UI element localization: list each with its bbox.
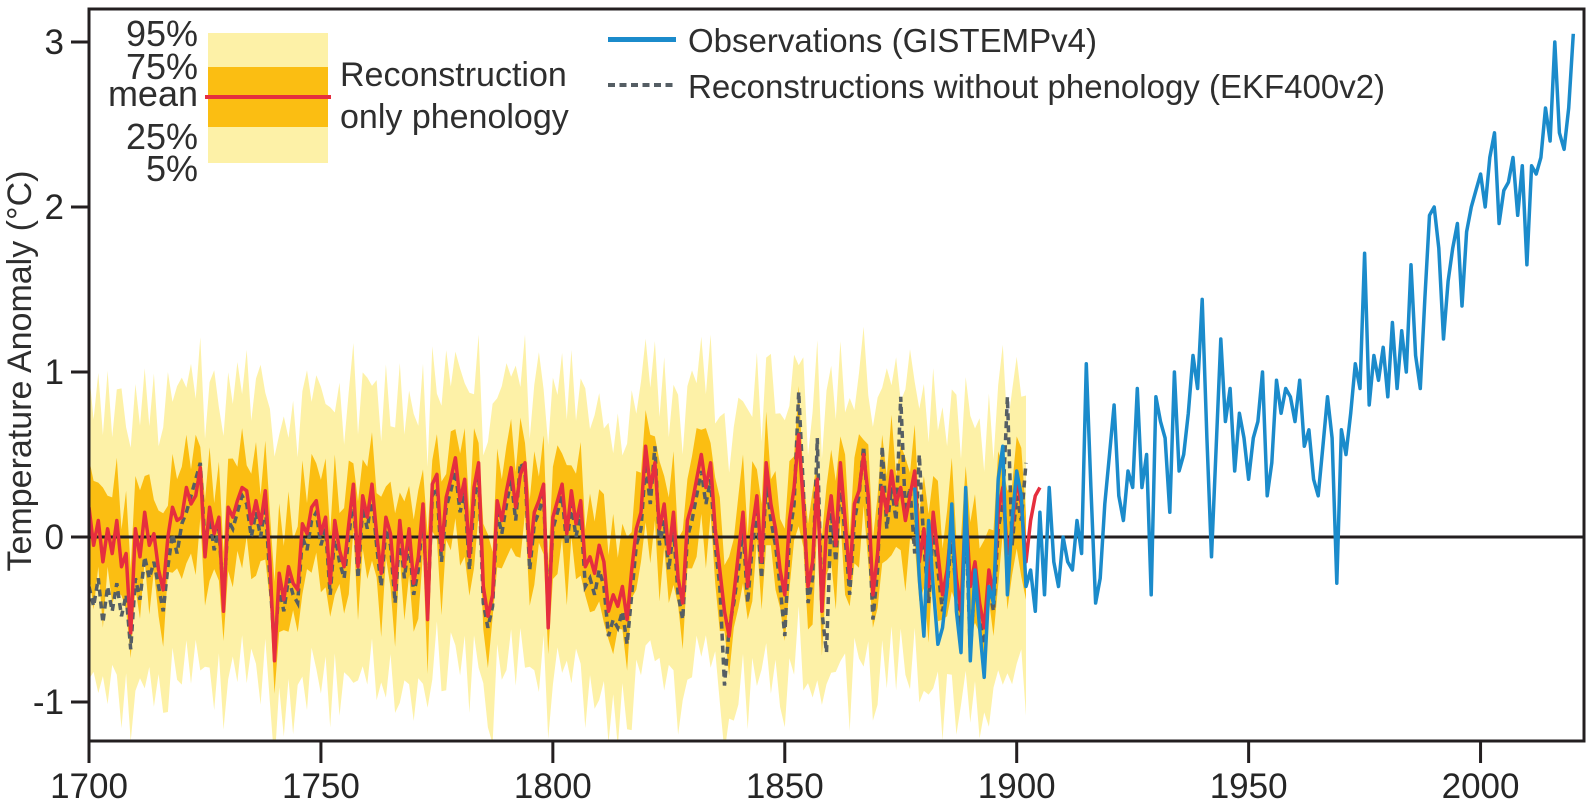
- y-axis: 3 2 1 0 -1: [33, 23, 89, 722]
- x-tick-label: 1750: [282, 767, 360, 806]
- x-tick-label: 1900: [978, 767, 1056, 806]
- legend-reconstruction-title: Reconstruction only phenology: [340, 54, 569, 138]
- legend-observations-label: Observations (GISTEMPv4): [688, 22, 1097, 59]
- plot-border: [87, 7, 1586, 743]
- x-tick-label: 1850: [746, 767, 824, 806]
- observations-line-sample: [608, 37, 676, 42]
- x-tick-label: 2000: [1442, 767, 1520, 806]
- y-tick-label: 3: [45, 23, 64, 62]
- legend-level-95: 95%: [125, 13, 198, 54]
- y-tick-label: 0: [45, 518, 64, 557]
- plot-area: [89, 33, 1584, 741]
- y-tick-label: -1: [33, 683, 64, 722]
- x-tick-label: 1950: [1210, 767, 1288, 806]
- x-axis: 1700 1750 1800 1850 1900 1950 2000: [50, 741, 1519, 806]
- y-tick-label: 2: [45, 188, 64, 227]
- band-25-75: [89, 385, 1026, 694]
- legend-level-25: 25%: [125, 116, 198, 157]
- legend-reconstruction-title-line1: Reconstruction: [340, 56, 567, 94]
- reconstruction-mean-line: [89, 432, 1042, 663]
- x-tick-label: 1700: [50, 767, 128, 806]
- observations-line: [912, 33, 1576, 680]
- x-tick-label: 1800: [514, 767, 592, 806]
- ekf400v2-line-sample: [608, 83, 676, 87]
- legend-level-mean: mean: [107, 73, 198, 114]
- legend-reconstruction-title-line2: only phenology: [340, 98, 569, 136]
- y-tick-label: 1: [45, 353, 64, 392]
- legend-mean-line-sample: [205, 95, 331, 99]
- legend-level-5: 5%: [145, 148, 198, 189]
- legend-level-75: 75%: [125, 46, 198, 87]
- legend-ekf400v2-label: Reconstructions without phenology (EKF40…: [688, 68, 1386, 105]
- y-axis-title: Temperature Anomaly (°C): [1, 170, 39, 572]
